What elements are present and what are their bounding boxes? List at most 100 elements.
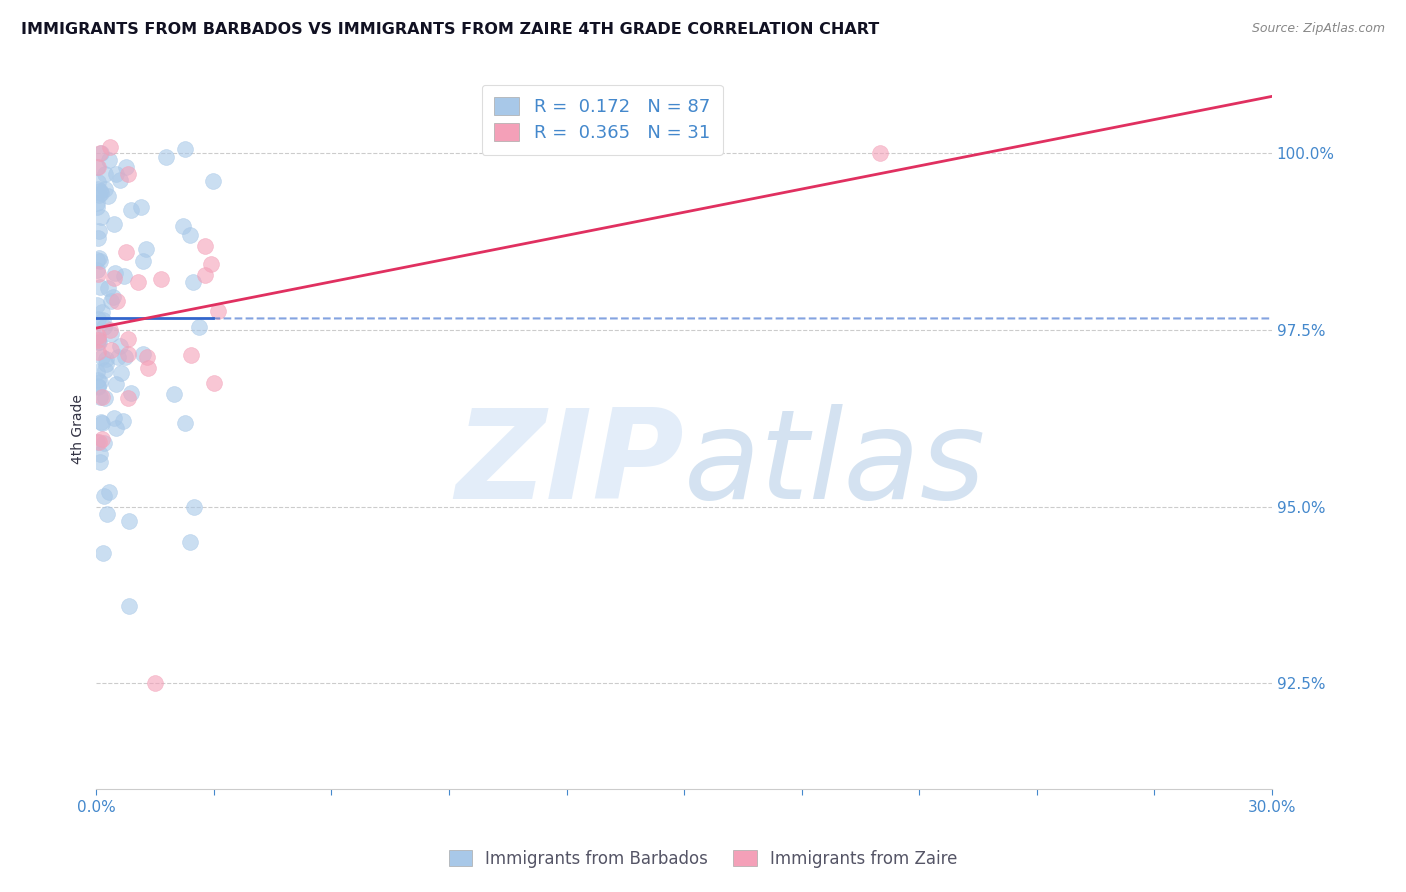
Point [100,293,122,308]
Point [94,391,117,405]
Point [87,329,110,343]
Point [104,421,127,435]
Point [180,348,202,362]
Point [110,339,132,353]
Text: Source: ZipAtlas.com: Source: ZipAtlas.com [1251,22,1385,36]
Point [179,227,201,242]
Point [201,174,224,188]
Point [94,168,117,182]
Point [93,312,115,326]
Point [115,161,138,175]
Point [86,161,108,175]
Point [117,332,139,346]
Point [103,270,125,285]
Point [87,188,110,202]
Point [89,447,111,461]
Text: atlas: atlas [685,404,986,525]
Y-axis label: 4th Grade: 4th Grade [72,394,86,464]
Point [149,272,172,286]
Point [93,490,115,504]
Point [94,357,117,371]
Point [87,333,110,347]
Point [90,146,112,161]
Point [163,386,186,401]
Point [202,376,225,391]
Point [207,303,229,318]
Point [115,244,138,259]
Point [87,224,110,238]
Point [87,161,110,175]
Point [87,380,110,394]
Point [100,343,122,357]
Point [120,202,142,217]
Point [194,268,217,283]
Point [135,243,157,257]
Point [117,391,139,405]
Point [97,485,120,500]
Point [89,335,111,350]
Point [89,455,111,469]
Point [118,599,141,613]
Point [90,415,112,429]
Point [91,304,114,318]
Point [194,239,217,253]
Point [200,257,222,271]
Point [89,184,111,198]
Point [188,320,211,334]
Point [174,142,197,156]
Point [86,311,108,326]
Point [105,293,128,308]
Point [97,188,120,202]
Point [89,254,111,268]
Point [94,352,117,367]
Point [87,435,110,450]
Point [86,365,108,379]
Point [94,363,117,377]
Point [101,290,124,304]
Point [117,168,139,182]
Point [129,200,152,214]
Point [89,146,111,161]
Point [87,267,110,281]
Point [86,253,108,268]
Legend: Immigrants from Barbados, Immigrants from Zaire: Immigrants from Barbados, Immigrants fro… [441,844,965,875]
Point [114,350,136,364]
Point [100,326,122,341]
Text: IMMIGRANTS FROM BARBADOS VS IMMIGRANTS FROM ZAIRE 4TH GRADE CORRELATION CHART: IMMIGRANTS FROM BARBADOS VS IMMIGRANTS F… [21,22,879,37]
Point [183,500,205,514]
Point [87,181,110,195]
Point [105,168,128,182]
Point [87,175,110,189]
Point [135,350,157,364]
Point [181,275,204,289]
Point [100,140,122,154]
Point [108,173,131,187]
Point [91,546,114,560]
Text: ZIP: ZIP [456,404,685,525]
Legend: R =  0.172   N = 87, R =  0.365   N = 31: R = 0.172 N = 87, R = 0.365 N = 31 [481,85,723,155]
Point [143,676,166,690]
Point [103,410,125,425]
Point [869,146,891,161]
Point [155,150,177,164]
Point [86,298,108,312]
Point [89,252,111,266]
Point [127,275,149,289]
Point [90,416,112,430]
Point [179,534,201,549]
Point [131,254,153,268]
Point [138,361,160,376]
Point [174,417,197,431]
Point [118,514,141,528]
Point [90,186,112,200]
Point [98,153,121,168]
Point [112,269,135,284]
Point [132,347,155,361]
Point [87,373,110,387]
Point [87,344,110,359]
Point [86,263,108,277]
Point [89,375,111,389]
Point [96,507,118,521]
Point [91,350,114,364]
Point [87,332,110,346]
